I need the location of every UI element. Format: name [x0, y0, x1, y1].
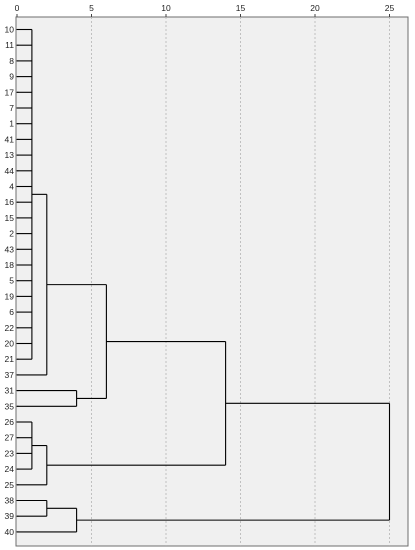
leaf-label-21: 21 [5, 354, 15, 364]
leaf-label-40: 40 [5, 527, 15, 537]
leaf-label-2: 2 [9, 229, 14, 239]
leaf-label-41: 41 [5, 134, 15, 144]
leaf-label-37: 37 [5, 370, 15, 380]
leaf-label-20: 20 [5, 339, 15, 349]
leaf-label-35: 35 [5, 401, 15, 411]
leaf-label-8: 8 [9, 56, 14, 66]
tick-label-20: 20 [310, 3, 320, 13]
dendrogram-links [17, 28, 391, 533]
tick-label-25: 25 [385, 3, 395, 13]
leaf-label-6: 6 [9, 307, 14, 317]
leaf-label-1: 1 [9, 119, 14, 129]
leaf-label-23: 23 [5, 448, 15, 458]
leaf-label-19: 19 [5, 291, 15, 301]
leaf-label-43: 43 [5, 244, 15, 254]
leaf-label-24: 24 [5, 464, 15, 474]
leaf-label-10: 10 [5, 25, 15, 35]
leaf-label-5: 5 [9, 276, 14, 286]
leaf-label-11: 11 [5, 40, 14, 50]
tick-label-15: 15 [236, 3, 246, 13]
leaf-label-27: 27 [5, 433, 15, 443]
tick-label-5: 5 [89, 3, 94, 13]
leaf-label-39: 39 [5, 511, 15, 521]
leaf-label-17: 17 [5, 87, 15, 97]
leaf-label-15: 15 [5, 213, 15, 223]
leaf-label-18: 18 [5, 260, 15, 270]
plot-area [15, 16, 409, 547]
tick-label-10: 10 [161, 3, 171, 13]
leaf-label-4: 4 [9, 182, 14, 192]
leaf-label-13: 13 [5, 150, 15, 160]
grid-lines [91, 17, 390, 546]
leaf-label-26: 26 [5, 417, 15, 427]
leaf-label-9: 9 [9, 72, 14, 82]
leaf-label-7: 7 [9, 103, 14, 113]
leaf-label-16: 16 [5, 197, 15, 207]
leaf-label-25: 25 [5, 480, 15, 490]
leaf-label-31: 31 [5, 386, 15, 396]
leaf-label-44: 44 [5, 166, 15, 176]
leaf-label-38: 38 [5, 496, 15, 506]
leaf-label-22: 22 [5, 323, 15, 333]
tick-label-0: 0 [15, 3, 20, 13]
x-axis-ticks: 0 5 10 15 20 25 [15, 3, 395, 17]
